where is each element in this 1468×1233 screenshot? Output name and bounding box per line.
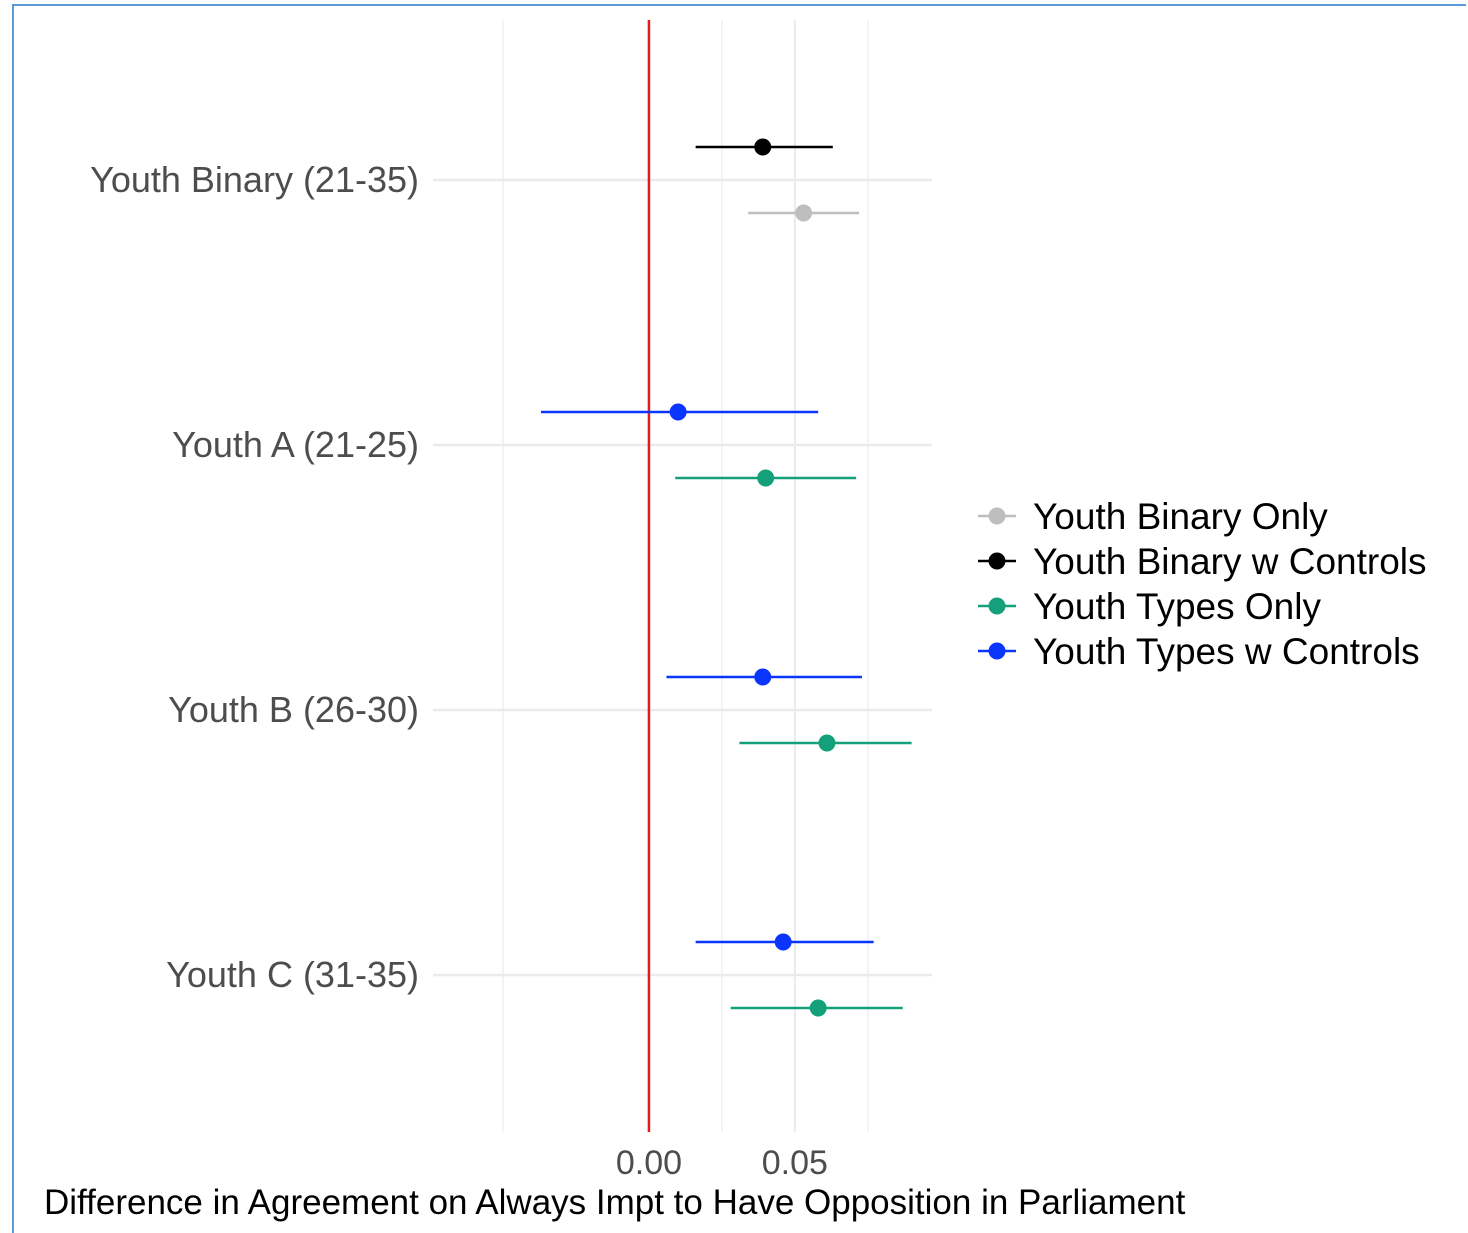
point-estimate [818,734,836,752]
data-marks [540,138,912,1017]
legend-key-point [988,642,1006,660]
y-category-label: Youth Binary (21-35) [90,159,419,200]
y-category-label: Youth A (21-25) [172,424,419,465]
x-tick-label: 0.00 [616,1144,682,1182]
legend-key-point [988,507,1006,525]
legend-key-point [988,552,1006,570]
y-category-label: Youth C (31-35) [166,954,419,995]
legend-item: Youth Binary Only [978,496,1328,537]
legend-label: Youth Types w Controls [1033,631,1420,672]
legend-item: Youth Binary w Controls [978,541,1427,582]
legend-item: Youth Types w Controls [978,631,1420,672]
y-category-label: Youth B (26-30) [168,689,419,730]
point-estimate [774,933,792,951]
grid-lines [433,20,932,1132]
y-axis-labels: Youth Binary (21-35) Youth A (21-25) Youth… [90,159,419,995]
legend-key-point [988,597,1006,615]
point-estimate [795,204,813,222]
point-estimate [757,469,775,487]
figure-frame [12,4,1466,1233]
point-estimate [754,668,772,686]
x-axis-title: Difference in Agreement on Always Impt t… [44,1183,1186,1222]
x-tick-label: 0.05 [762,1144,828,1182]
legend-label: Youth Binary w Controls [1033,541,1427,582]
legend-item: Youth Types Only [978,586,1321,627]
legend-label: Youth Binary Only [1033,496,1328,537]
point-estimate [809,999,827,1017]
x-axis-tick-labels: 0.00 0.05 [616,1144,828,1182]
point-estimate [669,403,687,421]
point-estimate [754,138,772,156]
legend-label: Youth Types Only [1033,586,1321,627]
